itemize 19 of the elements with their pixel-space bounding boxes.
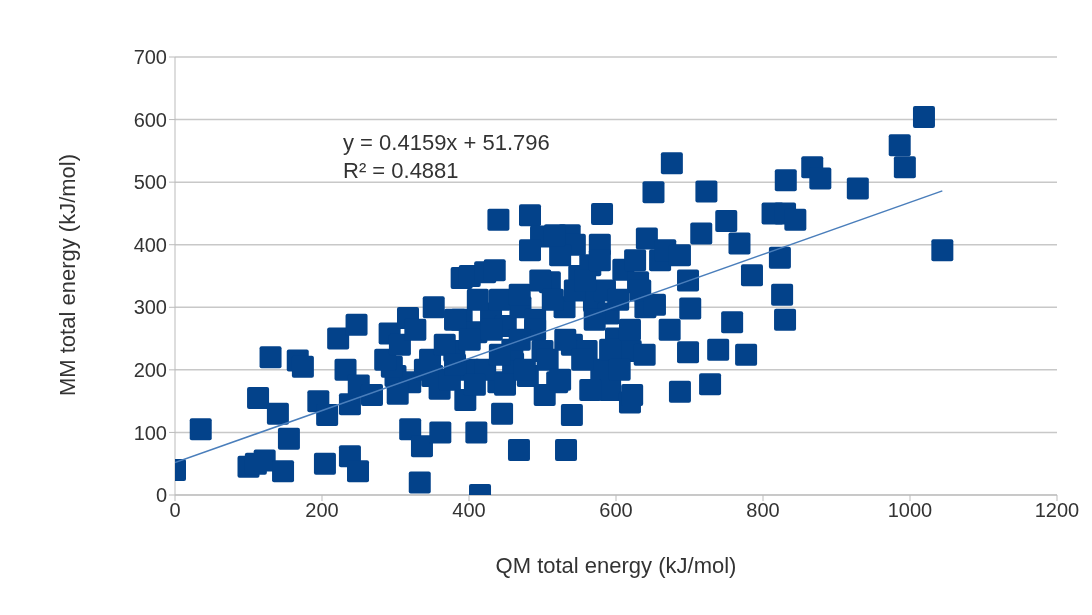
x-tick-label: 400 (452, 499, 486, 522)
annotation: R² = 0.4881 (343, 158, 459, 184)
y-tick-label: 100 (133, 421, 167, 444)
y-tick-label: 400 (133, 233, 167, 256)
x-axis-title: QM total energy (kJ/mol) (494, 553, 738, 579)
y-tick-label: 700 (133, 46, 167, 69)
x-tick-label: 200 (305, 499, 339, 522)
y-tick-label: 300 (133, 296, 167, 319)
y-tick-label: 600 (133, 108, 167, 131)
x-tick-label: 800 (746, 499, 780, 522)
x-tick-label: 0 (169, 499, 181, 522)
y-tick-label: 0 (155, 484, 167, 507)
y-tick-label: 500 (133, 171, 167, 194)
y-axis-title: MM total energy (kJ/mol) (55, 152, 81, 399)
x-tick-label: 600 (599, 499, 633, 522)
y-tick-label: 200 (133, 358, 167, 381)
x-tick-label: 1200 (1034, 499, 1080, 522)
x-tick-label: 1000 (887, 499, 933, 522)
annotation: y = 0.4159x + 51.796 (343, 130, 550, 156)
